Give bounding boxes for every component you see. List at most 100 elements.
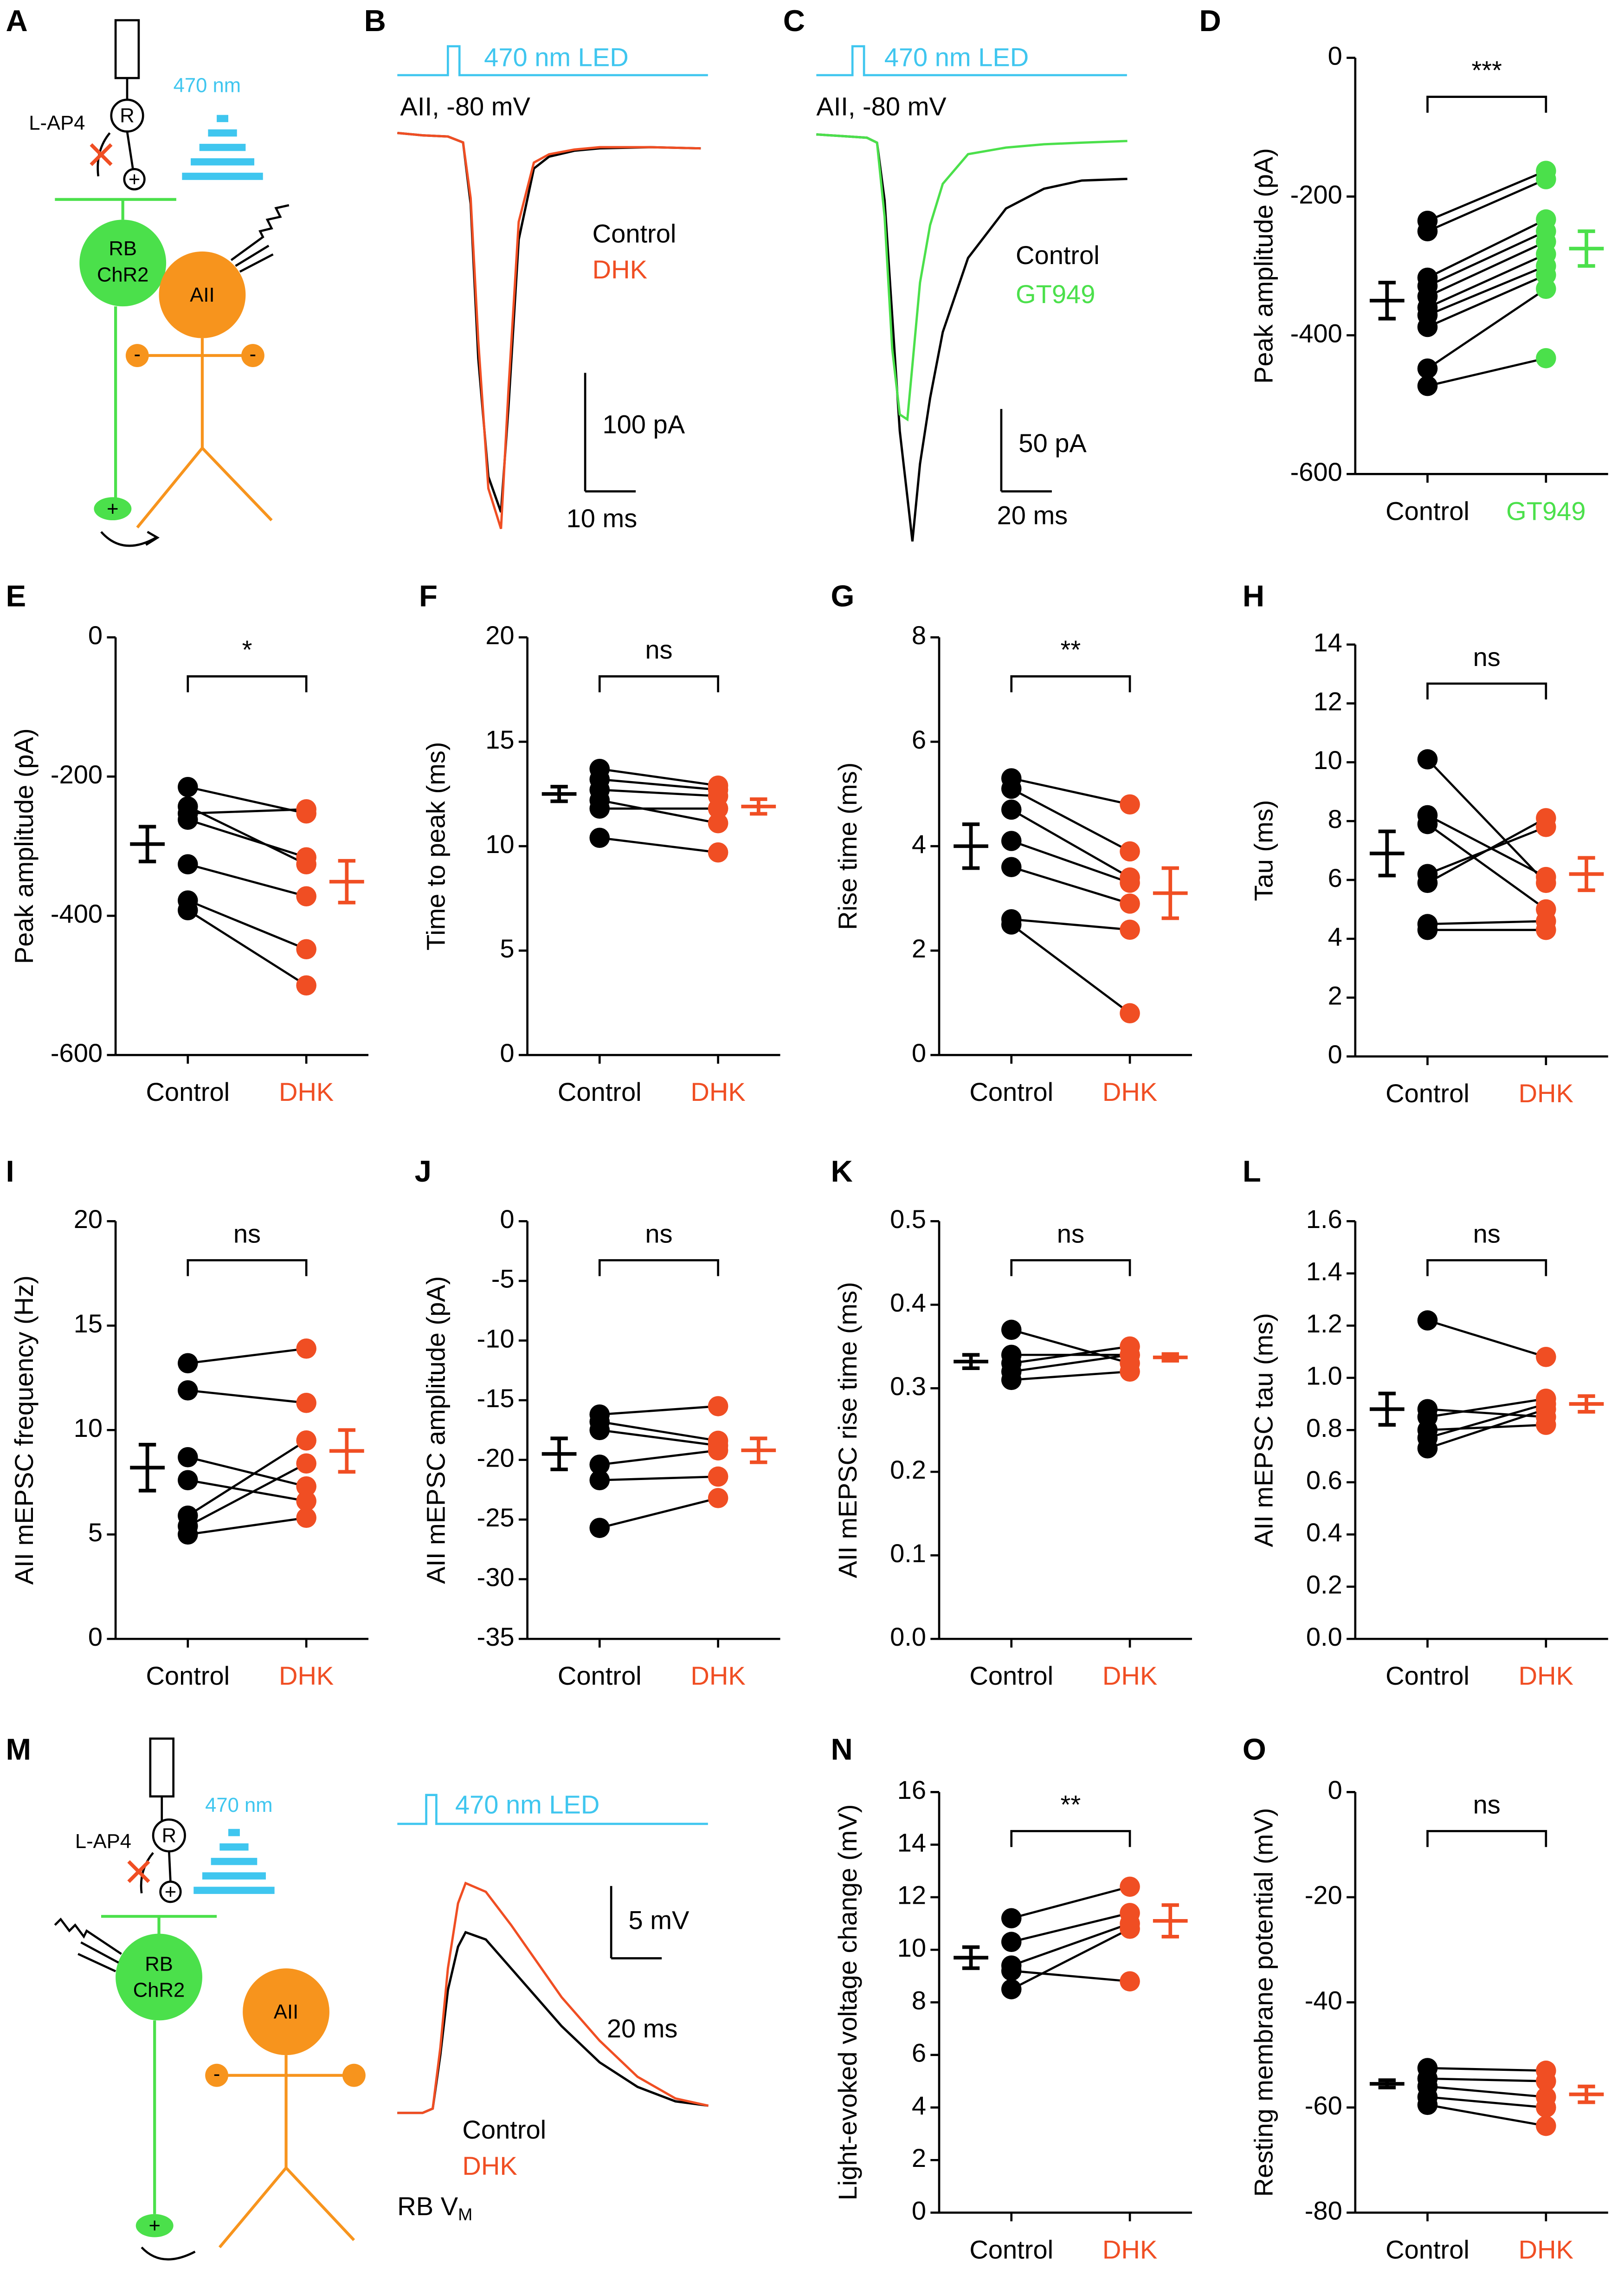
pair-line [1427,2104,1547,2127]
pair-line [1011,1922,1130,1967]
stimulus-trace [397,1794,708,1825]
y-tick-label: 8 [912,621,926,650]
legend-label: DHK [462,2151,517,2180]
pair-line [187,863,307,898]
data-point [1536,2097,1556,2118]
data-point [1536,866,1556,887]
data-point [1536,2115,1556,2136]
pair-line [1427,2077,1546,2082]
y-tick-label: 10 [485,829,514,859]
significance-bracket [1426,1830,1547,1847]
data-point [1001,1908,1022,1929]
stimulus-label: 470 nm LED [884,42,1029,71]
pair-line [1427,253,1547,309]
x-tick-label: DHK [1519,1661,1573,1690]
scalebar-y-label: 5 mV [629,1905,690,1934]
cell-label-main: RB V [397,2191,458,2221]
data-point [1536,1399,1556,1420]
aii-dendrite [342,2063,366,2087]
y-tick-label: 8 [1328,804,1342,834]
y-tick-label: -25 [477,1503,515,1532]
scalebar-y-label: 100 pA [602,409,685,439]
data-point [1120,794,1140,815]
data-point [178,1353,198,1374]
pair-line [187,909,307,987]
significance-label: ** [1061,1790,1081,1819]
panel-letter: J [415,1154,432,1188]
trace-line [397,132,701,530]
pair-line [1011,1886,1130,1920]
data-point [1536,265,1556,285]
y-axis-label: Resting membrane potential (mV) [1249,1808,1278,2197]
pair-line [599,768,718,787]
x-tick-label: DHK [690,1661,745,1690]
data-point [178,1470,198,1491]
significance-label: ns [1473,1219,1501,1248]
rb-terminal [94,497,132,521]
pair-line [1427,817,1547,884]
y-tick-label: -20 [477,1443,515,1472]
pair-line [1427,1423,1546,1431]
data-point [708,798,728,819]
cell-label-sub: M [458,2204,472,2224]
x-tick-label: DHK [1102,1661,1157,1690]
data-point [1417,1438,1438,1459]
data-point [1417,814,1438,834]
y-axis-label: Peak amplitude (pA) [9,728,39,964]
stimulus-label: 470 nm LED [484,42,629,71]
rb-cell [79,220,167,307]
electrode-stim [114,19,140,79]
panel-letter: H [1243,579,1264,613]
stimulus-trace [816,45,1127,77]
y-tick-label: -5 [491,1264,515,1293]
y-tick-label: -15 [477,1383,515,1413]
y-tick-label: 0 [500,1204,514,1234]
y-tick-label: 0 [1328,41,1342,70]
stimulus-label: 470 nm LED [455,1790,600,1819]
data-point [296,886,316,907]
data-point [1001,831,1022,851]
y-tick-label: -40 [1305,1985,1342,2015]
data-point [1536,169,1556,189]
pair-line [187,1479,307,1502]
pair-line [1427,230,1547,287]
pair-line [187,1462,307,1527]
y-tick-label: 4 [1328,922,1342,951]
sign: + [165,1881,176,1903]
y-tick-label: 1.4 [1306,1257,1342,1286]
y-tick-label: 6 [912,725,926,754]
y-axis-label: Time to peak (ms) [421,742,450,950]
arrow [141,2246,196,2261]
data-point [589,798,610,819]
trace-line [397,132,701,513]
y-tick-label: 1.0 [1306,1361,1342,1390]
y-tick-label: 0.2 [1306,1570,1342,1599]
y-axis-label: AII mEPSC frequency (Hz) [9,1275,39,1585]
y-tick-label: 0.8 [1306,1413,1342,1442]
light-cone [193,1829,275,1894]
legend-label: Control [1016,240,1100,270]
cell-label: AII, -80 mV [400,91,531,121]
y-axis-label: Light-evoked voltage change (mV) [833,1804,862,2201]
y-tick-label: 5 [88,1518,103,1547]
y-tick-label: -30 [477,1563,515,1592]
data-point [1001,778,1022,799]
data-point [296,1491,316,1512]
pair-line [1011,1370,1130,1381]
significance-bracket [598,1259,719,1276]
x-tick-label: Control [1386,1661,1469,1690]
recording-electrode [54,1917,122,1972]
significance-label: ns [1473,642,1501,672]
aii-body [136,338,273,529]
significance-label: ns [1473,1790,1501,1819]
panel-letter: M [6,1732,31,1766]
aii-cell [243,1968,329,2056]
significance-bracket [1426,682,1547,700]
y-axis-label: AII mEPSC tau (ms) [1249,1313,1278,1547]
pair-line [187,819,307,859]
panel-letter: C [783,4,805,38]
y-tick-label: 20 [74,1204,103,1234]
pair-line [1427,2096,1547,2109]
pair-line [599,1429,718,1447]
diagram-a: A R + L-AP4 470 nm RB ChR2 + AII - [6,4,290,547]
